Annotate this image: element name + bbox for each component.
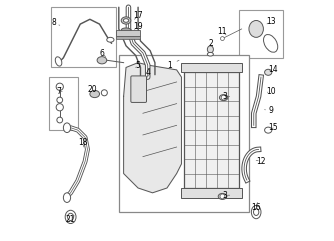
Ellipse shape (107, 37, 114, 42)
Circle shape (220, 194, 225, 199)
Text: 1: 1 (167, 60, 179, 70)
Text: 7: 7 (56, 87, 62, 96)
Ellipse shape (101, 90, 107, 96)
Circle shape (56, 104, 63, 111)
Text: 13: 13 (266, 17, 276, 26)
Circle shape (56, 83, 63, 90)
Ellipse shape (264, 34, 278, 52)
Ellipse shape (90, 90, 100, 98)
Circle shape (57, 97, 63, 103)
Bar (49, 77, 78, 130)
Text: 3: 3 (222, 191, 230, 200)
Bar (184, 72, 239, 188)
Bar (181, 63, 242, 72)
Bar (181, 188, 242, 198)
Text: 18: 18 (78, 138, 88, 147)
Ellipse shape (63, 193, 70, 202)
Text: 16: 16 (252, 202, 261, 212)
Bar (239, 10, 283, 58)
Text: 4: 4 (145, 68, 150, 77)
Ellipse shape (67, 213, 73, 221)
Text: 20: 20 (88, 85, 97, 94)
Ellipse shape (249, 20, 264, 37)
Text: 2: 2 (208, 39, 213, 48)
Ellipse shape (65, 210, 76, 224)
Ellipse shape (207, 46, 213, 53)
Text: 9: 9 (265, 106, 273, 115)
Text: 5: 5 (136, 60, 141, 70)
Bar (116, 36, 141, 39)
Text: 10: 10 (266, 87, 276, 96)
Bar (119, 55, 249, 212)
Text: 21: 21 (66, 215, 75, 224)
Text: 3: 3 (222, 92, 230, 101)
Ellipse shape (218, 193, 227, 200)
Ellipse shape (252, 205, 261, 219)
Text: 15: 15 (268, 123, 278, 132)
Text: 11: 11 (218, 27, 227, 36)
Text: 6: 6 (100, 48, 106, 58)
Ellipse shape (265, 127, 272, 133)
FancyBboxPatch shape (131, 76, 147, 102)
Ellipse shape (55, 57, 62, 66)
Bar (116, 30, 141, 36)
Polygon shape (124, 63, 181, 193)
Ellipse shape (63, 123, 70, 133)
Ellipse shape (254, 209, 259, 215)
Ellipse shape (207, 52, 213, 56)
Ellipse shape (121, 17, 131, 24)
Circle shape (221, 95, 226, 100)
Text: 17: 17 (133, 11, 143, 20)
Text: 19: 19 (133, 22, 143, 31)
Text: 12: 12 (256, 157, 266, 166)
Ellipse shape (123, 19, 129, 22)
Ellipse shape (97, 57, 107, 64)
Circle shape (220, 37, 224, 40)
Text: 14: 14 (268, 65, 278, 74)
Ellipse shape (121, 28, 131, 32)
Bar (51, 7, 116, 67)
Text: 8: 8 (51, 18, 60, 27)
Ellipse shape (219, 95, 228, 101)
Ellipse shape (265, 69, 272, 75)
Circle shape (57, 117, 63, 123)
